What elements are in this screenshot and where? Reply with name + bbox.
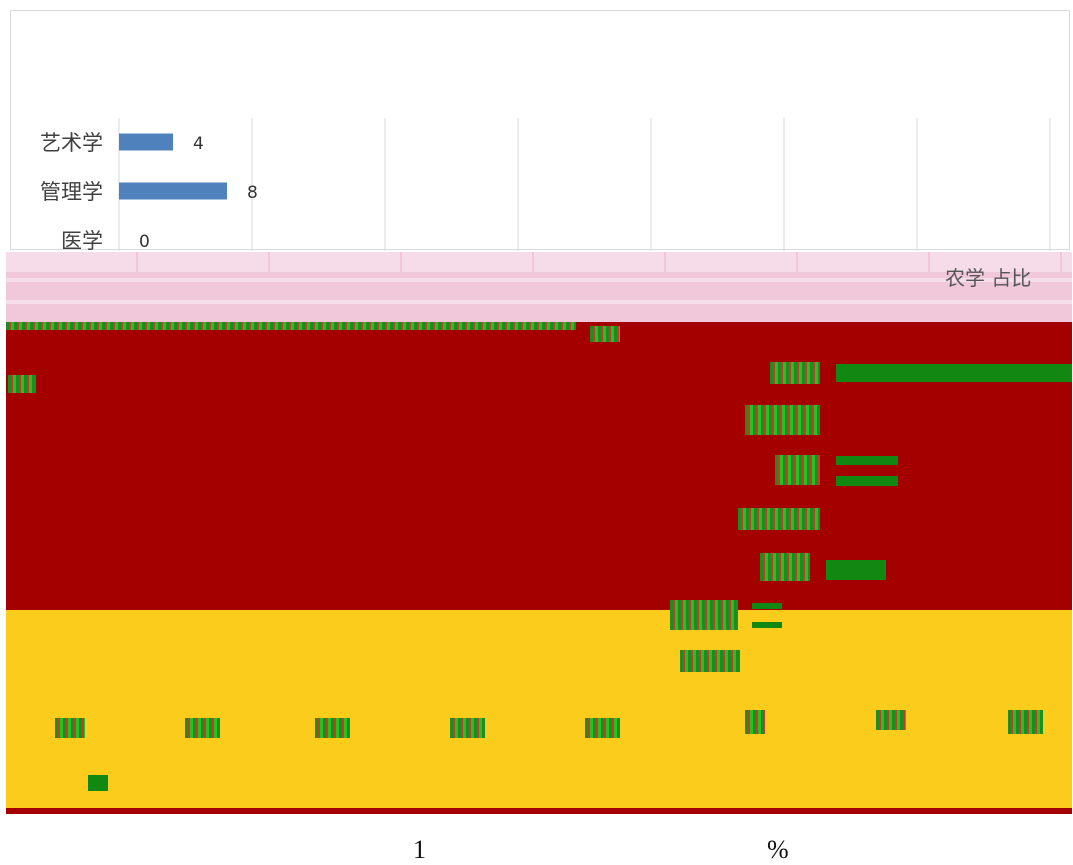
glitch-artifact [315, 718, 350, 738]
page-number: 1 [413, 835, 426, 864]
glitch-artifact [450, 718, 485, 738]
data-label: 0 [139, 232, 150, 251]
glitch-artifact [738, 508, 820, 530]
glitch-bar [88, 775, 108, 791]
glitch-artifact [745, 710, 765, 734]
percent-sign: % [767, 835, 789, 864]
glitch-artifact [770, 362, 820, 384]
glitch-bar [836, 364, 1072, 382]
corrupted-band-yellow [6, 610, 1072, 814]
glitch-artifact [745, 405, 820, 435]
glitch-artifact [670, 600, 738, 630]
glitch-artifact [760, 553, 810, 581]
bar [119, 182, 227, 200]
glitch-bar [752, 603, 782, 609]
category-label: 管理学 [40, 180, 103, 204]
corrupted-band-red-line [6, 808, 1072, 814]
corrupted-text: 农学 占比 [945, 266, 1032, 290]
glitch-artifact [55, 718, 85, 738]
glitch-artifact [680, 650, 740, 672]
glitch-artifact [6, 322, 576, 330]
category-label: 艺术学 [40, 131, 103, 155]
glitch-bar [836, 476, 898, 486]
data-label: 8 [247, 183, 258, 203]
category-label: 医学 [61, 229, 103, 251]
chart-frame: 艺术学 4 管理学 8 医学 0 [10, 10, 1070, 251]
glitch-artifact [590, 326, 620, 342]
glitch-bar [836, 456, 898, 465]
glitch-artifact [585, 718, 620, 738]
glitch-artifact [185, 718, 220, 738]
glitch-bar [826, 560, 886, 580]
glitch-artifact [8, 375, 36, 393]
bar-chart: 艺术学 4 管理学 8 医学 0 [40, 118, 1051, 251]
glitch-artifact [876, 710, 906, 730]
bar [119, 133, 173, 151]
glitch-artifact [1008, 710, 1043, 734]
corrupted-band-pink-stripes [6, 272, 1072, 322]
glitch-artifact [775, 455, 820, 485]
glitch-bar [752, 622, 782, 628]
data-label: 4 [193, 134, 204, 154]
